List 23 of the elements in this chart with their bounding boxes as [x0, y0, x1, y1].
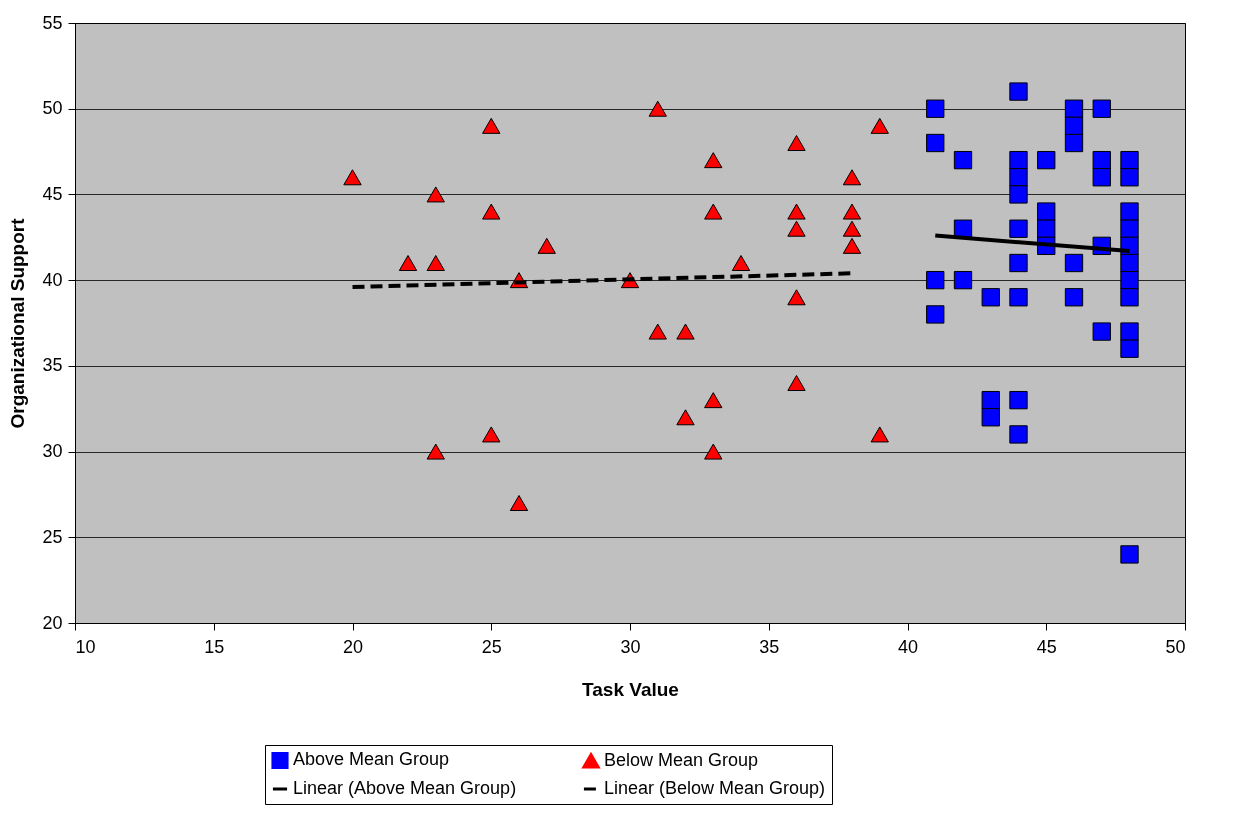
x-axis-title: Task Value	[582, 678, 679, 700]
x-tick-label: 40	[897, 636, 919, 657]
y-tick-label: 50	[42, 98, 63, 119]
y-tick-label: 40	[42, 269, 63, 290]
y-tick-label: 20	[42, 612, 63, 633]
legend-label: Above Mean Group	[293, 749, 450, 770]
y-tick-label: 35	[42, 355, 63, 376]
x-tick-label: 50	[1165, 636, 1186, 657]
legend-label: Linear (Below Mean Group)	[604, 778, 826, 798]
y-tick-label: 30	[42, 441, 63, 462]
y-tick-label: 25	[42, 526, 63, 547]
x-tick-label: 35	[759, 636, 780, 657]
y-tick-label: 55	[42, 12, 63, 33]
x-tick-label: 45	[1036, 636, 1057, 657]
x-tick-label: 25	[481, 636, 502, 657]
x-tick-label: 30	[620, 636, 641, 657]
y-tick-label: 45	[42, 183, 63, 204]
x-tick-label: 15	[204, 636, 225, 657]
legend-label: Below Mean Group	[604, 749, 759, 770]
legend-label: Linear (Above Mean Group)	[293, 778, 517, 798]
x-tick-label: 20	[342, 636, 364, 657]
y-axis-title: Organizational Support	[7, 217, 29, 429]
x-tick-label: 10	[75, 636, 96, 657]
